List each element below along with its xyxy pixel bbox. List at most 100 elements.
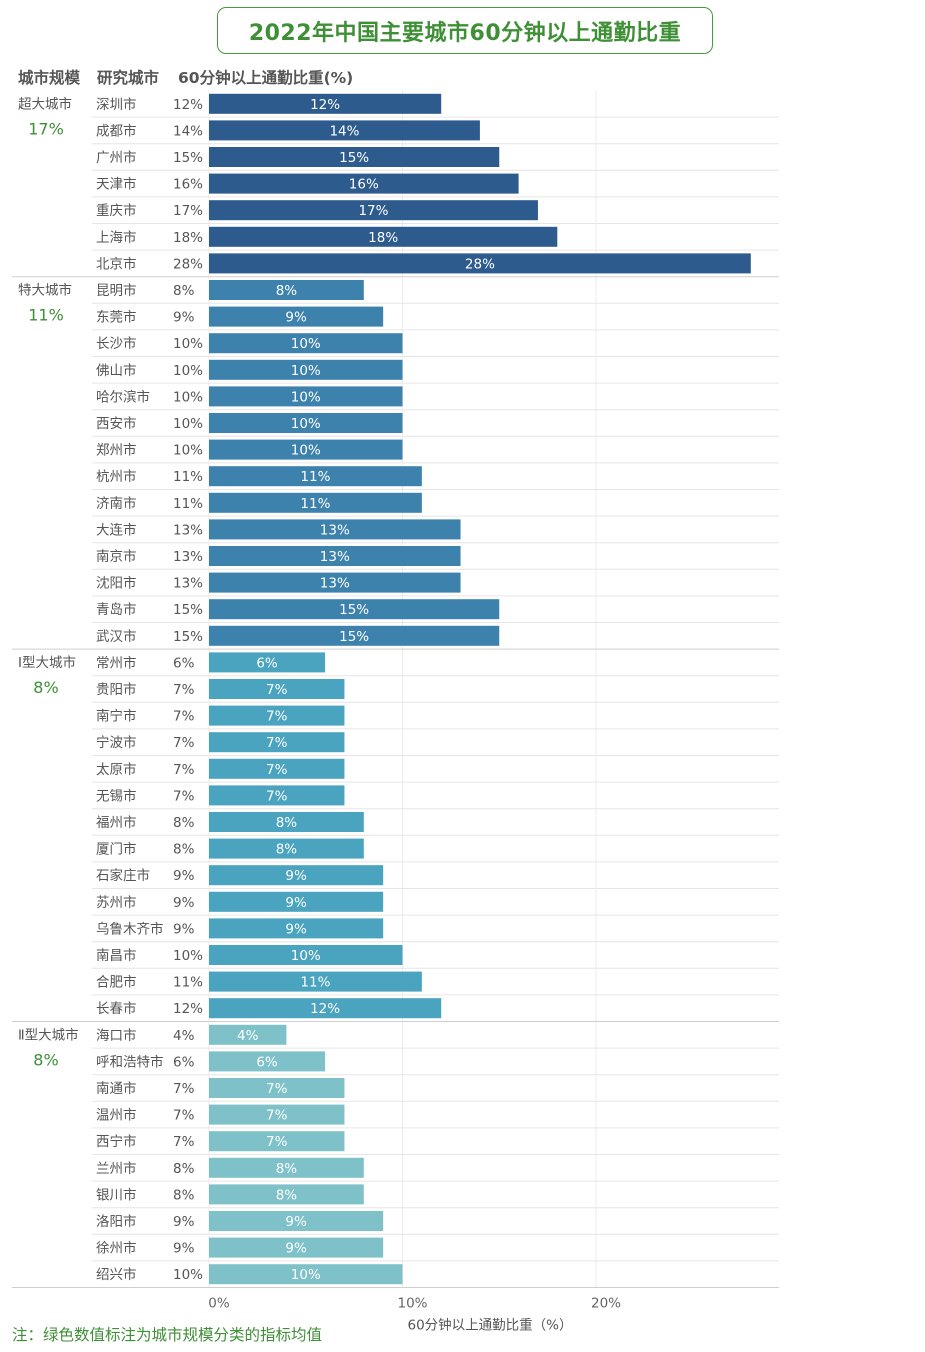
value-label: 8% xyxy=(173,283,195,299)
city-label: 乌鲁木齐市 xyxy=(96,920,164,937)
bar xyxy=(209,705,345,726)
bar-data-label: 15% xyxy=(339,150,369,166)
bar-data-label: 7% xyxy=(266,1081,288,1097)
value-label: 10% xyxy=(173,336,203,352)
bar-data-label: 10% xyxy=(291,363,321,379)
city-label: 西宁市 xyxy=(96,1133,137,1150)
value-label: 18% xyxy=(173,230,203,246)
city-label: 贵阳市 xyxy=(96,681,137,698)
bar-data-label: 7% xyxy=(266,1108,288,1124)
city-label: 宁波市 xyxy=(96,734,137,751)
bar-data-label: 18% xyxy=(368,230,398,246)
city-label: 福州市 xyxy=(96,814,137,831)
value-label: 17% xyxy=(173,203,203,219)
value-label: 28% xyxy=(173,256,203,272)
city-label: 常州市 xyxy=(96,654,137,671)
bar xyxy=(209,147,500,167)
group-mean: 17% xyxy=(28,120,64,139)
bar xyxy=(209,652,326,673)
bar xyxy=(209,572,461,593)
bar-data-label: 11% xyxy=(300,975,330,991)
city-label: 合肥市 xyxy=(96,974,137,991)
city-label: 昆明市 xyxy=(96,282,137,299)
bar-data-label: 7% xyxy=(266,788,288,804)
bar xyxy=(209,998,442,1019)
value-label: 8% xyxy=(173,1161,195,1177)
city-label: 上海市 xyxy=(96,229,137,246)
bar xyxy=(209,679,345,699)
bar xyxy=(209,413,403,433)
bar xyxy=(209,758,345,779)
city-label: 杭州市 xyxy=(96,468,137,485)
bar-data-label: 8% xyxy=(276,1161,298,1177)
city-label: 厦门市 xyxy=(96,841,137,858)
value-label: 10% xyxy=(173,416,203,432)
bar-data-label: 11% xyxy=(300,469,330,485)
bar xyxy=(209,599,500,620)
value-label: 13% xyxy=(173,522,203,538)
bar xyxy=(209,918,384,939)
group-mean: 8% xyxy=(33,1051,58,1070)
bar xyxy=(209,1211,384,1231)
bar-data-label: 11% xyxy=(300,496,330,512)
value-label: 15% xyxy=(173,629,203,645)
value-label: 6% xyxy=(173,1054,195,1070)
bar-data-label: 8% xyxy=(276,1187,298,1203)
city-label: 大连市 xyxy=(96,521,137,538)
x-axis-title: 60分钟以上通勤比重（%） xyxy=(407,1317,572,1334)
bar xyxy=(209,226,558,247)
city-label: 济南市 xyxy=(96,495,137,512)
city-label: 佛山市 xyxy=(96,362,137,379)
value-label: 15% xyxy=(173,602,203,618)
bar xyxy=(209,945,403,965)
city-label: 洛阳市 xyxy=(96,1213,137,1230)
bar-data-label: 10% xyxy=(291,948,321,964)
bar xyxy=(209,1157,364,1178)
city-label: 长春市 xyxy=(96,1000,137,1017)
city-label: 南昌市 xyxy=(96,947,137,964)
value-label: 9% xyxy=(173,1214,195,1230)
bar xyxy=(209,732,345,753)
bar xyxy=(209,280,364,300)
bar-data-label: 10% xyxy=(291,389,321,405)
city-label: 苏州市 xyxy=(96,894,137,911)
city-label: 无锡市 xyxy=(96,787,137,804)
bar xyxy=(209,971,422,992)
bar xyxy=(209,625,500,646)
city-label: 徐州市 xyxy=(96,1240,137,1257)
chart-note: 注：绿色数值标注为城市规模分类的指标均值 xyxy=(12,1326,323,1344)
city-label: 广州市 xyxy=(96,149,137,166)
city-label: 太原市 xyxy=(96,761,137,778)
bar-data-label: 14% xyxy=(329,123,359,139)
bar-data-label: 17% xyxy=(358,203,388,219)
city-label: 武汉市 xyxy=(96,628,137,645)
value-label: 11% xyxy=(173,496,203,512)
value-label: 10% xyxy=(173,389,203,405)
bar xyxy=(209,785,345,806)
bar-data-label: 9% xyxy=(285,1214,307,1230)
city-label: 北京市 xyxy=(96,255,137,272)
bar xyxy=(209,1184,364,1205)
header-commute-share: 60分钟以上通勤比重(%) xyxy=(178,69,354,87)
bar-data-label: 7% xyxy=(266,735,288,751)
city-label: 东莞市 xyxy=(96,309,137,326)
bar xyxy=(209,386,403,407)
bar xyxy=(209,1131,345,1152)
bar xyxy=(209,812,364,832)
city-label: 温州市 xyxy=(96,1107,137,1124)
city-label: 重庆市 xyxy=(96,202,137,219)
value-label: 10% xyxy=(173,948,203,964)
city-label: 兰州市 xyxy=(96,1160,137,1177)
group-name: Ⅱ型大城市 xyxy=(18,1027,79,1044)
city-label: 海口市 xyxy=(96,1027,137,1044)
value-label: 14% xyxy=(173,123,203,139)
value-label: 7% xyxy=(173,682,195,698)
city-label: 西安市 xyxy=(96,415,137,432)
x-tick-label: 10% xyxy=(397,1296,427,1312)
city-label: 南京市 xyxy=(96,548,137,565)
bar-data-label: 15% xyxy=(339,629,369,645)
value-label: 11% xyxy=(173,975,203,991)
city-label: 石家庄市 xyxy=(96,867,150,884)
bar-data-label: 8% xyxy=(276,815,298,831)
